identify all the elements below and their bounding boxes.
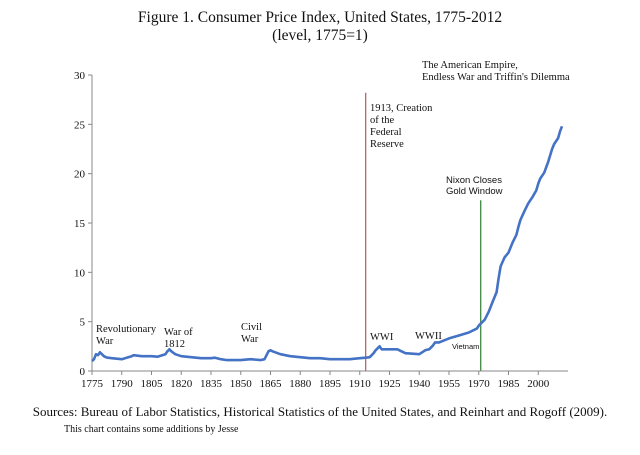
x-tick-label: 1820 (170, 378, 193, 390)
y-tick-label: 20 (74, 169, 86, 181)
chart-title: Figure 1. Consumer Price Index, United S… (137, 9, 503, 26)
x-tick-label: 1985 (498, 378, 521, 390)
x-tick-label: 1925 (379, 378, 402, 390)
annotation-vietnam: Vietnam (452, 342, 479, 351)
x-tick-label: 1970 (468, 378, 491, 390)
x-tick-label: 1790 (111, 378, 134, 390)
y-tick-label: 30 (74, 70, 86, 82)
additions-note: This chart contains some additions by Je… (64, 424, 239, 435)
annotation-wwi: WWI (370, 332, 394, 343)
annotation-american-empire: The American Empire, Endless War and Tri… (422, 60, 570, 83)
annotation-war-of-1812: War of 1812 (164, 327, 195, 350)
sources-footnote: Sources: Bureau of Labor Statistics, His… (32, 404, 608, 419)
x-tick-label: 1835 (200, 378, 223, 390)
annotation-nixon: Nixon Closes Gold Window (446, 175, 505, 197)
y-tick-label: 0 (80, 366, 86, 378)
y-tick-label: 5 (80, 317, 86, 329)
x-tick-label: 1895 (319, 378, 342, 390)
x-tick-label: 1955 (438, 378, 461, 390)
x-tick-label: 2000 (527, 378, 550, 390)
x-tick-label: 1775 (81, 378, 104, 390)
x-tick-label: 1940 (408, 378, 431, 390)
annotation-civil-war: Civil War (241, 322, 265, 345)
y-tick-label: 15 (74, 218, 86, 230)
annotation-federal-reserve: 1913, Creation of the Federal Reserve (370, 103, 435, 150)
y-tick-label: 25 (74, 119, 86, 131)
x-tick-label: 1880 (289, 378, 312, 390)
x-tick-label: 1850 (230, 378, 253, 390)
x-tick-label: 1865 (260, 378, 283, 390)
y-tick-label: 10 (74, 267, 86, 279)
cpi-series-line (91, 125, 564, 363)
annotation-revolutionary-war: Revolutionary War (96, 324, 159, 347)
x-tick-label: 1805 (141, 378, 164, 390)
x-tick-label: 1910 (349, 378, 372, 390)
chart-subtitle: (level, 1775=1) (272, 27, 368, 44)
annotation-wwii: WWII (415, 331, 442, 342)
